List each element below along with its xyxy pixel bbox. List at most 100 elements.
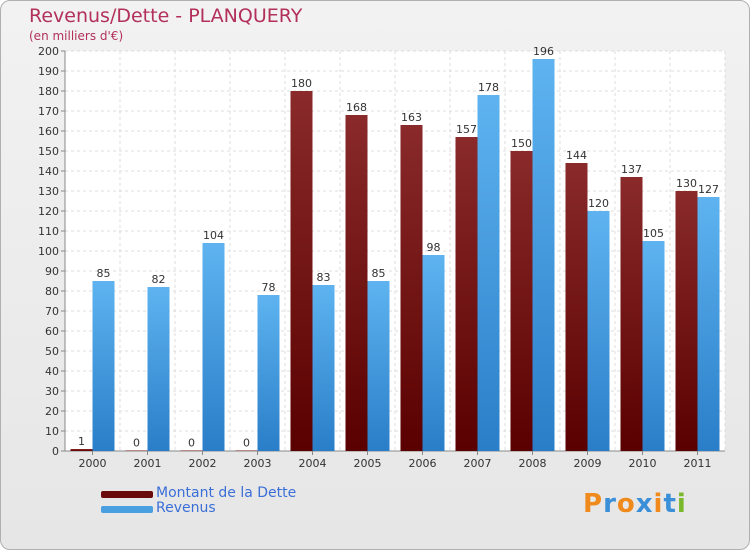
data-label: 196 bbox=[533, 45, 554, 58]
logo-letter: x bbox=[635, 489, 654, 519]
data-label: 137 bbox=[621, 163, 642, 176]
y-tick-label: 30 bbox=[45, 385, 59, 398]
x-tick-label: 2011 bbox=[684, 457, 712, 470]
y-tick-label: 130 bbox=[38, 185, 59, 198]
y-tick-label: 90 bbox=[45, 265, 59, 278]
bar-dette bbox=[70, 449, 93, 451]
bar-revenus bbox=[257, 295, 280, 451]
x-tick-label: 2002 bbox=[189, 457, 217, 470]
logo-letter: r bbox=[603, 489, 617, 519]
x-tick-label: 2007 bbox=[464, 457, 492, 470]
data-label: 104 bbox=[203, 229, 224, 242]
data-label: 85 bbox=[372, 267, 386, 280]
data-label: 105 bbox=[643, 227, 664, 240]
data-label: 130 bbox=[676, 177, 697, 190]
y-tick-label: 100 bbox=[38, 245, 59, 258]
bar-revenus bbox=[367, 281, 390, 451]
bar-revenus bbox=[697, 197, 720, 451]
data-label: 144 bbox=[566, 149, 587, 162]
data-labels: 1 85 0 82 0 104 0 78 180 83 168 85 163 98 157 178 150 196… bbox=[78, 45, 719, 450]
x-tick-label: 2004 bbox=[299, 457, 327, 470]
data-label: 83 bbox=[317, 271, 331, 284]
bar-dette bbox=[290, 91, 313, 451]
y-tick-label: 0 bbox=[52, 445, 59, 458]
bar-revenus bbox=[642, 241, 665, 451]
bar-dette bbox=[400, 125, 423, 451]
y-tick-label: 110 bbox=[38, 225, 59, 238]
data-label: 120 bbox=[588, 197, 609, 210]
bar-dette bbox=[510, 151, 533, 451]
bar-revenus bbox=[587, 211, 610, 451]
logo-letter: P bbox=[583, 489, 604, 519]
y-tick-label: 80 bbox=[45, 285, 59, 298]
bar-dette bbox=[565, 163, 588, 451]
data-label: 0 bbox=[243, 437, 250, 450]
data-label: 0 bbox=[133, 437, 140, 450]
data-label: 150 bbox=[511, 137, 532, 150]
y-tick-label: 170 bbox=[38, 105, 59, 118]
chart-title: Revenus/Dette - PLANQUERY bbox=[29, 5, 303, 27]
logo-letter: t bbox=[663, 489, 677, 519]
y-tick-label: 60 bbox=[45, 325, 59, 338]
legend-swatch-revenus bbox=[101, 506, 153, 513]
data-label: 178 bbox=[478, 81, 499, 94]
bar-revenus bbox=[202, 243, 225, 451]
data-label: 85 bbox=[97, 267, 111, 280]
bar-revenus bbox=[92, 281, 115, 451]
bar-dette bbox=[180, 450, 203, 451]
data-label: 98 bbox=[427, 241, 441, 254]
y-tick-label: 190 bbox=[38, 65, 59, 78]
x-tick-label: 2010 bbox=[629, 457, 657, 470]
y-tick-label: 120 bbox=[38, 205, 59, 218]
chart-subtitle: (en milliers d'€) bbox=[29, 29, 124, 43]
x-tick-label: 2009 bbox=[574, 457, 602, 470]
bar-revenus bbox=[312, 285, 335, 451]
y-tick-label: 140 bbox=[38, 165, 59, 178]
bar-revenus bbox=[477, 95, 500, 451]
y-tick-label: 180 bbox=[38, 85, 59, 98]
data-label: 127 bbox=[698, 183, 719, 196]
x-tick-label: 2001 bbox=[134, 457, 162, 470]
logo-letter: i bbox=[676, 489, 687, 519]
data-label: 163 bbox=[401, 111, 422, 124]
x-tick-label: 2003 bbox=[244, 457, 272, 470]
x-tick-label: 2008 bbox=[519, 457, 547, 470]
y-tick-label: 10 bbox=[45, 425, 59, 438]
y-tick-label: 70 bbox=[45, 305, 59, 318]
legend-label-debt: Montant de la Dette bbox=[156, 485, 297, 501]
data-label: 1 bbox=[78, 435, 85, 448]
y-tick-label: 50 bbox=[45, 345, 59, 358]
bar-dette bbox=[345, 115, 368, 451]
bar-dette bbox=[620, 177, 643, 451]
bar-dette bbox=[125, 450, 148, 451]
logo-letter: i bbox=[653, 489, 664, 519]
y-tick-label: 150 bbox=[38, 145, 59, 158]
proxiti-logo: Proxiti bbox=[583, 489, 687, 519]
bar-dette bbox=[675, 191, 698, 451]
bar-revenus bbox=[532, 59, 555, 451]
y-tick-label: 160 bbox=[38, 125, 59, 138]
bar-dette bbox=[235, 450, 258, 451]
x-tick-label: 2005 bbox=[354, 457, 382, 470]
legend-swatch-debt bbox=[101, 491, 153, 498]
data-label: 78 bbox=[262, 281, 276, 294]
data-label: 168 bbox=[346, 101, 367, 114]
bar-revenus bbox=[147, 287, 170, 451]
logo-letter: o bbox=[616, 489, 636, 519]
legend-label-revenus: Revenus bbox=[156, 500, 216, 516]
data-label: 82 bbox=[152, 273, 166, 286]
grid-lines bbox=[64, 50, 726, 452]
x-tick-label: 2000 bbox=[79, 457, 107, 470]
y-tick-label: 40 bbox=[45, 365, 59, 378]
y-tick-label: 20 bbox=[45, 405, 59, 418]
x-tick-label: 2006 bbox=[409, 457, 437, 470]
bar-revenus bbox=[422, 255, 445, 451]
axes: 0102030405060708090100110120130140150160… bbox=[38, 45, 725, 470]
data-label: 180 bbox=[291, 77, 312, 90]
y-tick-label: 200 bbox=[38, 45, 59, 58]
bar-chart: 0102030405060708090100110120130140150160… bbox=[38, 45, 726, 470]
bar-dette bbox=[455, 137, 478, 451]
bars bbox=[70, 59, 720, 451]
data-label: 157 bbox=[456, 123, 477, 136]
